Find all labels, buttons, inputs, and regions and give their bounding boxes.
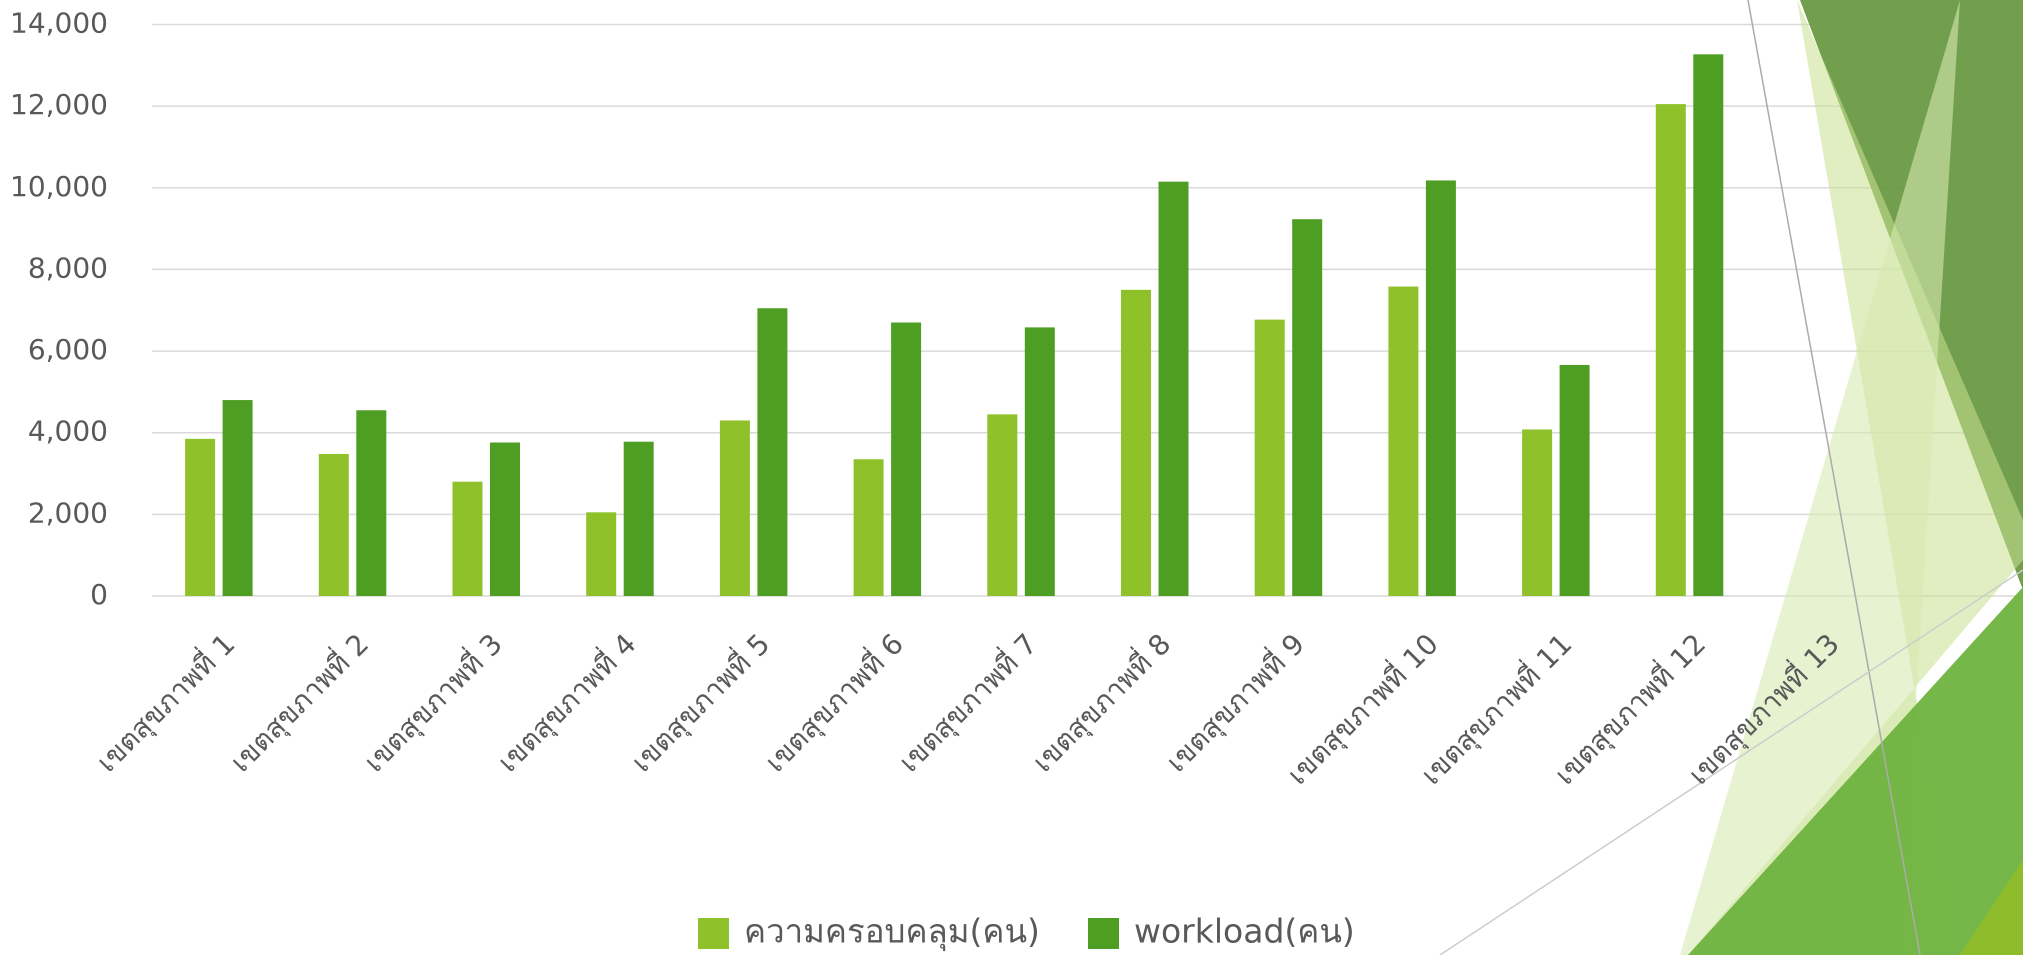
- y-tick-label: 0: [90, 578, 108, 611]
- x-tick-label: เขตสุขภาพที่ 3: [355, 625, 509, 779]
- x-tick-label: เขตสุขภาพที่ 4: [489, 625, 643, 779]
- x-tick-label: เขตสุขภาพที่ 7: [890, 625, 1044, 779]
- y-tick-label: 10,000: [10, 170, 108, 203]
- legend-swatch: [698, 918, 729, 949]
- bar: [891, 322, 921, 596]
- bar: [1159, 182, 1189, 596]
- x-tick-label: เขตสุขภาพที่ 1: [88, 625, 242, 779]
- bar: [1255, 320, 1285, 596]
- bar: [453, 482, 483, 596]
- bar: [490, 443, 520, 596]
- bar: [1121, 290, 1151, 596]
- legend-label: ความครอบคลุม(คน): [744, 912, 1040, 952]
- bar: [1522, 429, 1552, 596]
- bar: [1656, 104, 1686, 596]
- y-tick-label: 8,000: [28, 251, 108, 284]
- bar: [854, 459, 884, 596]
- bar: [1560, 365, 1590, 596]
- bar: [586, 512, 616, 596]
- y-tick-label: 4,000: [28, 415, 108, 448]
- x-tick-label: เขตสุขภาพที่ 9: [1158, 625, 1312, 779]
- bar: [185, 439, 215, 596]
- plot-area: [152, 25, 2023, 597]
- bar: [1388, 287, 1418, 596]
- x-tick-label: เขตสุขภาพที่ 5: [623, 625, 777, 779]
- bar: [1426, 180, 1456, 596]
- bar: [987, 414, 1017, 596]
- x-tick-label: เขตสุขภาพที่ 2: [222, 625, 376, 779]
- y-tick-label: 12,000: [10, 88, 108, 121]
- legend-swatch: [1088, 918, 1119, 949]
- bar: [356, 410, 386, 596]
- bar: [1025, 327, 1055, 596]
- bar: [720, 420, 750, 596]
- y-tick-label: 6,000: [28, 333, 108, 366]
- bar: [319, 454, 349, 596]
- y-tick-label: 14,000: [10, 7, 108, 40]
- bar: [1292, 219, 1322, 596]
- bar: [757, 308, 787, 596]
- x-tick-label: เขตสุขภาพที่ 6: [757, 625, 911, 779]
- y-tick-label: 2,000: [28, 496, 108, 529]
- x-tick-label: เขตสุขภาพที่ 8: [1024, 625, 1178, 779]
- legend-label: workload(คน): [1134, 912, 1355, 951]
- bar: [223, 400, 253, 596]
- bar: [1693, 54, 1723, 596]
- bar: [624, 442, 654, 596]
- chart: 0 2,000 4,000 6,000 8,000 10,000 12,000 14,000 เ…: [0, 0, 2023, 955]
